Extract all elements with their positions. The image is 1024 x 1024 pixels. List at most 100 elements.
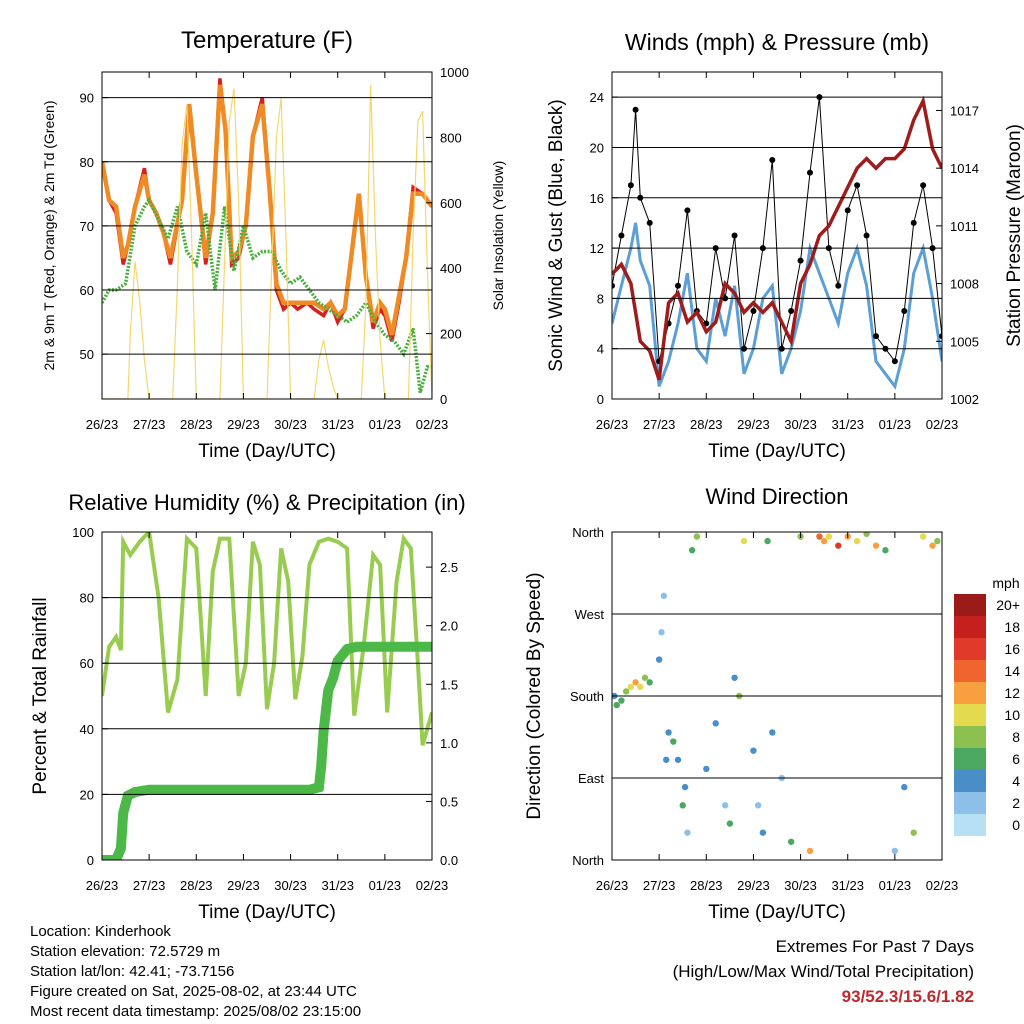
colorbar-swatch (954, 748, 986, 770)
direction-point (872, 542, 880, 549)
created-text: Figure created on Sat, 2025-08-02, at 23… (30, 983, 357, 1000)
x-tick-label: 01/23 (369, 878, 402, 893)
y-right-axis-label: Solar Insolation (Yellow) (490, 161, 506, 311)
y-right-tick-label: 1.5 (440, 677, 458, 692)
direction-point (665, 729, 672, 736)
colorbar-swatch (954, 704, 986, 726)
direction-point (660, 592, 668, 599)
y-right-tick-label: 800 (440, 130, 462, 145)
direction-point (663, 756, 670, 763)
direction-point (919, 533, 927, 540)
plot-area (102, 78, 432, 399)
direction-point (731, 674, 738, 681)
colorbar-label: 4 (1012, 773, 1020, 789)
direction-point (688, 547, 696, 554)
x-tick-label: 26/23 (86, 417, 119, 432)
x-tick-label: 01/23 (879, 417, 912, 432)
direction-point (835, 542, 842, 549)
direction-point (681, 783, 689, 791)
x-tick-label: 29/23 (227, 417, 260, 432)
colorbar-swatch (954, 814, 986, 836)
colorbar-swatch (954, 726, 986, 748)
y-axis-label: Direction (Colored By Speed) (524, 572, 545, 819)
direction-point (891, 847, 899, 855)
colorbar-label: 0 (1012, 817, 1020, 833)
direction-point (658, 629, 665, 636)
x-tick-label: 28/23 (690, 878, 723, 893)
direction-point (934, 537, 941, 545)
x-tick-label: 28/23 (690, 417, 723, 432)
station-info: Location: Kinderhook Station elevation: … (30, 922, 361, 1022)
x-tick-label: 29/23 (227, 878, 260, 893)
colorbar-label: 12 (1004, 685, 1020, 701)
y-tick-label: 0 (597, 392, 604, 407)
direction-point (655, 656, 663, 663)
direction-point (910, 829, 917, 836)
x-tick-label: 01/23 (879, 878, 912, 893)
chart-title: Winds (mph) & Pressure (mb) (625, 29, 929, 55)
x-tick-label: 02/23 (416, 878, 449, 893)
direction-point (674, 756, 682, 763)
x-tick-label: 31/23 (831, 417, 864, 432)
y-tick-label: 24 (590, 90, 604, 105)
x-tick-label: 01/23 (369, 417, 402, 432)
direction-point (679, 802, 686, 809)
x-tick-label: 29/23 (737, 878, 770, 893)
colorbar-swatch (954, 660, 986, 682)
x-tick-label: 29/23 (737, 417, 770, 432)
y-tick-label: East (578, 771, 604, 786)
x-tick-label: 31/23 (321, 878, 354, 893)
colorbar-swatch (954, 616, 986, 638)
series-wind (612, 222, 942, 390)
y-tick-label: 12 (590, 241, 604, 256)
x-tick-label: 02/23 (926, 878, 959, 893)
x-tick-label: 26/23 (596, 417, 629, 432)
series-rh (102, 532, 432, 746)
direction-point (693, 533, 701, 540)
direction-point (764, 537, 771, 545)
x-tick-label: 02/23 (416, 417, 449, 432)
direction-point (929, 542, 936, 549)
series-pressure (612, 95, 942, 381)
x-tick-label: 30/23 (784, 417, 817, 432)
y-tick-label: 100 (72, 525, 94, 540)
x-tick-label: 26/23 (86, 878, 119, 893)
panel-wind_direction: Wind Direction North East South West North 26/… (524, 484, 1020, 923)
extremes-subtitle: (High/Low/Max Wind/Total Precipitation) (672, 962, 974, 981)
chart-title: Temperature (F) (181, 27, 353, 54)
y-right-tick-label: 0.5 (440, 794, 458, 809)
x-tick-label: 27/23 (133, 878, 166, 893)
direction-point (820, 537, 828, 545)
direction-point (618, 697, 625, 704)
series-solar (102, 85, 432, 399)
direction-point (769, 729, 776, 736)
colorbar-label: 14 (1004, 663, 1020, 679)
colorbar-title: mph (992, 575, 1019, 591)
chart-title: Wind Direction (705, 484, 848, 509)
y-axis-label: Percent & Total Rainfall (30, 597, 51, 794)
y-right-tick-label: 400 (440, 261, 462, 276)
y-axis-label: Sonic Wind & Gust (Blue, Black) (546, 99, 567, 371)
direction-point (641, 674, 649, 681)
colorbar-label: 18 (1004, 619, 1020, 635)
y-tick-label: South (570, 689, 604, 704)
extremes-summary: Extremes For Past 7 Days (High/Low/Max W… (673, 934, 974, 1009)
colorbar-label: 20+ (996, 597, 1020, 613)
y-right-tick-label: 0 (440, 392, 447, 407)
direction-point (721, 802, 729, 809)
x-axis-label: Time (Day/UTC) (198, 902, 336, 923)
direction-point (637, 683, 644, 691)
direction-point (622, 688, 630, 695)
colorbar-label: 2 (1012, 795, 1020, 811)
y-right-tick-label: 600 (440, 196, 462, 211)
y-right-tick-label: 1.0 (440, 736, 458, 751)
y-right-tick-label: 2.0 (440, 619, 458, 634)
y-right-tick-label: 1014 (950, 161, 979, 176)
series-precip (102, 641, 432, 860)
direction-point (806, 847, 814, 855)
y-right-tick-label: 0.0 (440, 853, 458, 868)
latlon-text: Station lat/lon: 42.41; -73.7156 (30, 963, 235, 980)
y-right-tick-label: 1002 (950, 392, 979, 407)
plot-frame (611, 531, 943, 861)
plot-frame (101, 531, 433, 861)
